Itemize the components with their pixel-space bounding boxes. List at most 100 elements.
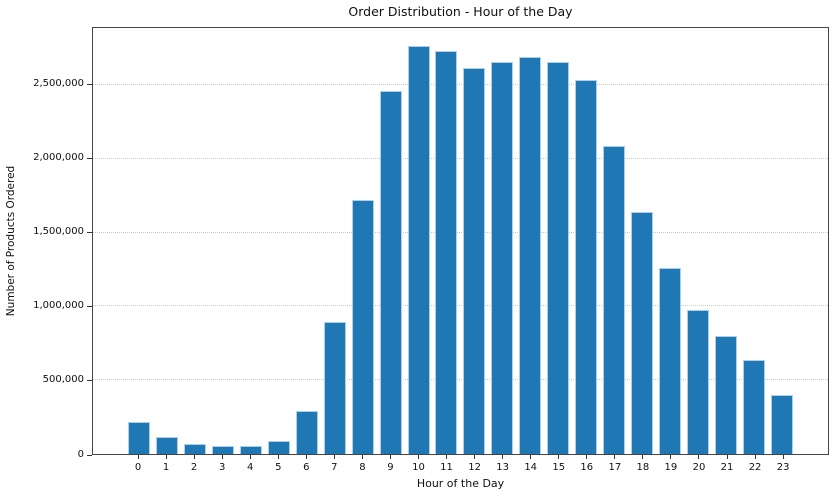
x-tick-label: 0 — [134, 462, 142, 473]
x-tick-label: 17 — [608, 462, 622, 473]
x-tick-mark — [333, 455, 335, 459]
x-tick-slot: 3 — [208, 461, 236, 474]
bar-hour-15 — [547, 61, 570, 454]
y-tick-label: 500,000 — [42, 374, 84, 386]
plot-area — [92, 27, 829, 455]
x-tick-slot — [601, 455, 629, 459]
bar-slot-hour-20 — [684, 28, 712, 454]
bar-hour-16 — [575, 79, 598, 454]
x-tick-slot: 10 — [404, 461, 432, 474]
x-tick-slot: 16 — [573, 461, 601, 474]
x-tick-slot: 17 — [601, 461, 629, 474]
bar-hour-0 — [127, 422, 150, 454]
x-tick-slot: 14 — [517, 461, 545, 474]
x-tick-slot: 11 — [433, 461, 461, 474]
bar-hour-1 — [155, 437, 178, 454]
bar-hour-3 — [211, 446, 234, 454]
x-tick-slot: 12 — [461, 461, 489, 474]
x-tick-slot — [236, 455, 264, 459]
bar-hour-4 — [239, 445, 262, 454]
bar-slot-hour-0 — [125, 28, 153, 454]
x-axis-tick-labels: 0 1 2 3 4 5 6 7 8 9 10 11 12 13 14 15 16 17 18 19 20 21 22 23 — [92, 461, 829, 474]
bar-slot-hour-9 — [377, 28, 405, 454]
x-tick-slot: 4 — [236, 461, 264, 474]
x-tick-slot — [376, 455, 404, 459]
gridline — [93, 231, 828, 233]
y-tick-mark — [87, 231, 92, 233]
x-tick-slot — [152, 455, 180, 459]
bar-slot-hour-22 — [740, 28, 768, 454]
bar-slot-hour-16 — [572, 28, 600, 454]
x-tick-slot — [124, 455, 152, 459]
x-tick-label: 2 — [190, 462, 198, 473]
y-axis-label: Number of Products Ordered — [5, 165, 17, 317]
x-tick-mark — [221, 455, 223, 459]
bar-slot-hour-1 — [153, 28, 181, 454]
x-tick-slot: 9 — [376, 461, 404, 474]
x-tick-slot — [292, 455, 320, 459]
bar-hour-13 — [491, 61, 514, 454]
bar-hour-19 — [659, 267, 682, 454]
bar-hour-5 — [267, 441, 290, 454]
y-tick-label: 2,000,000 — [33, 151, 84, 163]
x-axis-tick-marks — [92, 455, 829, 459]
bar-slot-hour-14 — [516, 28, 544, 454]
x-tick-mark — [502, 455, 504, 459]
bar-slot-hour-3 — [209, 28, 237, 454]
x-tick-label: 16 — [580, 462, 594, 473]
y-tick-label: 0 — [77, 448, 84, 460]
x-tick-slot — [573, 455, 601, 459]
x-tick-mark — [361, 455, 363, 459]
x-tick-label: 23 — [776, 462, 790, 473]
x-tick-slot: 0 — [124, 461, 152, 474]
bar-hour-23 — [770, 394, 793, 454]
x-tick-slot: 21 — [713, 461, 741, 474]
bar-slot-hour-19 — [656, 28, 684, 454]
bar-hour-21 — [714, 336, 737, 454]
bar-slot-hour-2 — [181, 28, 209, 454]
x-tick-label: 12 — [468, 462, 481, 473]
x-tick-label: 15 — [552, 462, 566, 473]
x-tick-label: 22 — [748, 462, 762, 473]
bar-hour-7 — [323, 322, 346, 454]
x-tick-slot: 6 — [292, 461, 320, 474]
x-tick-slot: 23 — [769, 461, 797, 474]
x-tick-mark — [137, 455, 139, 459]
x-tick-mark — [165, 455, 167, 459]
bar-slot-hour-8 — [349, 28, 377, 454]
x-tick-label: 13 — [496, 462, 509, 473]
x-tick-mark — [698, 455, 700, 459]
bar-slot-hour-23 — [768, 28, 796, 454]
x-tick-label: 18 — [636, 462, 650, 473]
y-tick-mark — [87, 454, 92, 456]
bar-slot-hour-17 — [600, 28, 628, 454]
bar-hour-20 — [687, 310, 710, 454]
bar-hour-11 — [435, 50, 458, 454]
x-tick-slot — [461, 455, 489, 459]
x-tick-label: 1 — [162, 462, 170, 473]
y-tick-label: 1,000,000 — [33, 300, 84, 312]
x-tick-slot: 18 — [629, 461, 657, 474]
bar-slot-hour-7 — [321, 28, 349, 454]
x-tick-slot — [769, 455, 797, 459]
x-tick-slot: 7 — [320, 461, 348, 474]
bar-slot-hour-18 — [628, 28, 656, 454]
x-tick-label: 9 — [387, 462, 394, 473]
x-tick-label: 19 — [664, 462, 678, 473]
bar-hour-14 — [519, 56, 542, 454]
bar-hour-12 — [463, 67, 486, 454]
bar-slot-hour-13 — [488, 28, 516, 454]
x-tick-mark — [389, 455, 391, 459]
x-tick-mark — [670, 455, 672, 459]
x-tick-slot: 5 — [264, 461, 292, 474]
y-tick-mark — [87, 380, 92, 382]
x-tick-slot: 15 — [545, 461, 573, 474]
x-tick-mark — [614, 455, 616, 459]
bar-hour-2 — [183, 443, 206, 454]
x-tick-slot — [741, 455, 769, 459]
y-tick-mark — [87, 83, 92, 85]
x-tick-mark — [193, 455, 195, 459]
x-tick-label: 3 — [218, 462, 226, 473]
x-tick-slot: 2 — [180, 461, 208, 474]
